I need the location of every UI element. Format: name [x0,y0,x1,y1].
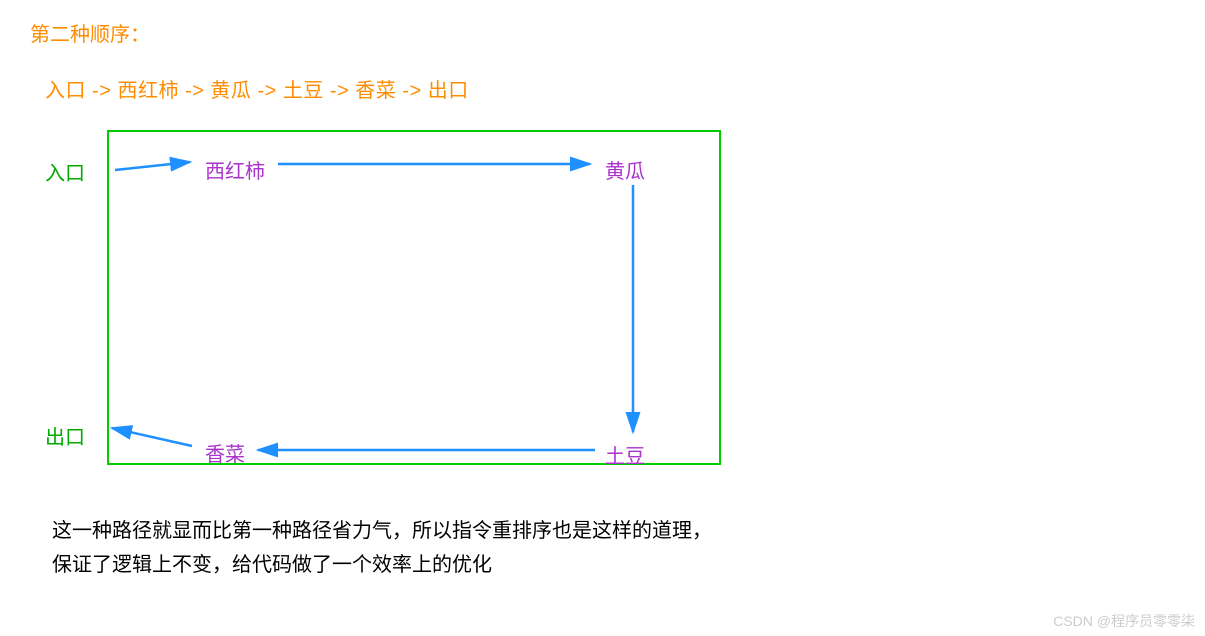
node-coriander: 香菜 [205,438,245,467]
entrance-label: 入口 [45,157,85,186]
path-sequence: 入口 -> 西红柿 -> 黄瓜 -> 土豆 -> 香菜 -> 出口 [45,74,469,103]
caption-line-1: 这一种路径就显而比第一种路径省力气，所以指令重排序也是这样的道理， [52,514,712,548]
watermark: CSDN @程序员零零柒 [1053,611,1195,631]
section-title: 第二种顺序： [30,18,150,47]
exit-label: 出口 [45,421,85,450]
node-potato: 土豆 [605,440,645,469]
node-cucumber: 黄瓜 [605,155,645,184]
caption: 这一种路径就显而比第一种路径省力气，所以指令重排序也是这样的道理， 保证了逻辑上… [52,514,712,582]
caption-line-2: 保证了逻辑上不变，给代码做了一个效率上的优化 [52,548,712,582]
node-tomato: 西红柿 [205,155,265,184]
